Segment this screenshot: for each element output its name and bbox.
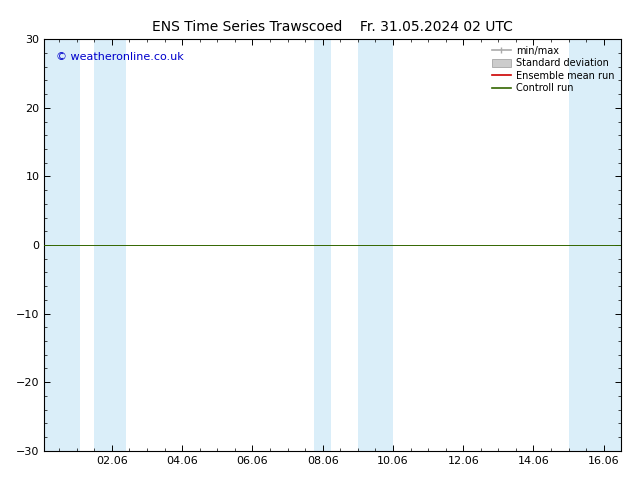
Legend: min/max, Standard deviation, Ensemble mean run, Controll run: min/max, Standard deviation, Ensemble me… — [489, 44, 616, 95]
Title: ENS Time Series Trawscoed    Fr. 31.05.2024 02 UTC: ENS Time Series Trawscoed Fr. 31.05.2024… — [152, 20, 514, 34]
Text: © weatheronline.co.uk: © weatheronline.co.uk — [56, 51, 184, 62]
Bar — [314, 39, 332, 451]
Bar — [569, 39, 621, 451]
Bar — [44, 39, 79, 451]
Bar — [358, 39, 393, 451]
Bar — [94, 39, 126, 451]
